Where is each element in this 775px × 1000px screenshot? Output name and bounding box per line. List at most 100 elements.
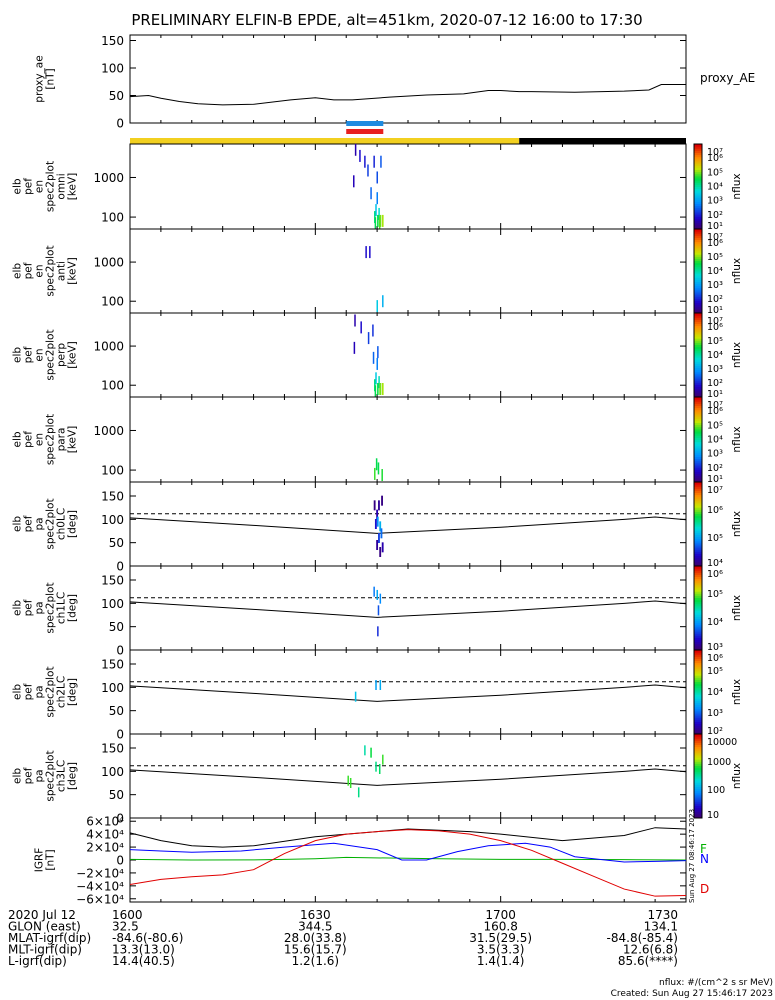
- ytick-label-ch3LC: 50: [109, 788, 124, 802]
- science-zone-marker: [346, 129, 384, 134]
- ylabel-perp: elb: [12, 347, 24, 363]
- colorbar-step: [694, 226, 702, 230]
- ylabel-ch1LC: elb: [12, 600, 24, 616]
- colorbar-step: [694, 675, 702, 678]
- colorbar-tick-ch1LC: 10⁵: [707, 589, 723, 600]
- colorbar-step: [694, 740, 702, 743]
- ephemeris-value: 1730: [647, 908, 678, 922]
- spectrogram-cell-perp: [376, 357, 378, 370]
- ytick-label-ch0LC: 50: [109, 536, 124, 550]
- colorbar-step: [694, 515, 702, 519]
- colorbar-step: [694, 794, 702, 798]
- colorbar-step: [694, 373, 702, 377]
- colorbar-step: [694, 526, 702, 529]
- spectrogram-cell-ch1LC: [376, 589, 378, 600]
- colorbar-tick-perp: 10²: [707, 378, 723, 389]
- colorbar-step: [694, 163, 702, 166]
- colorbar-step: [694, 216, 702, 219]
- colorbar-step: [694, 767, 702, 771]
- spectrogram-cell-omni: [376, 171, 378, 184]
- colorbar-step: [694, 201, 702, 204]
- colorbar-step: [694, 788, 702, 792]
- colorbar-step: [694, 683, 702, 687]
- spectrogram-cell-omni: [381, 214, 384, 227]
- colorbar-step: [694, 727, 702, 731]
- colorbar-tick-ch0LC: 10⁴: [707, 558, 723, 569]
- colorbar-step: [694, 582, 702, 586]
- colorbar-step: [694, 494, 702, 498]
- colorbar-label-omni: nflux: [731, 173, 743, 199]
- units-note: nflux: #/(cm^2 s sr MeV): [659, 978, 773, 988]
- colorbar-step: [694, 397, 702, 400]
- ytick-label-para: 100: [101, 464, 124, 478]
- colorbar-step: [694, 746, 702, 750]
- colorbar-step: [694, 394, 702, 398]
- colorbar-tick-para: 10⁵: [707, 420, 723, 431]
- colorbar-tick-perp: 10¹: [707, 389, 723, 400]
- ephemeris-label: MLT-igrf(dip): [8, 943, 82, 957]
- igrf-series-label: D: [700, 882, 709, 896]
- colorbar-step: [694, 605, 702, 609]
- colorbar-tick-omni: 10⁷: [707, 147, 723, 158]
- ephemeris-value: 344.5: [298, 920, 332, 934]
- ytick-label-perp: 100: [101, 379, 124, 393]
- ch3LC-frame: [129, 733, 687, 819]
- ytick-label-ch3LC: 100: [101, 765, 124, 779]
- ytick-label-para: 1000: [93, 424, 124, 438]
- colorbar-step: [694, 340, 702, 343]
- colorbar-step: [694, 738, 702, 741]
- ylabel-ch1LC: spec2plot: [45, 582, 57, 633]
- colorbar-step: [694, 576, 702, 580]
- ylabel-omni: en: [34, 180, 46, 193]
- colorbar-step: [694, 482, 702, 485]
- omni-frame: [129, 143, 687, 230]
- colorbar-step: [694, 409, 702, 413]
- colorbar-tick-anti: 10³: [707, 280, 723, 291]
- colorbar-step: [694, 805, 702, 808]
- colorbar-tick-para: 10⁴: [707, 435, 723, 446]
- colorbar-step: [694, 769, 702, 773]
- ylabel-ch3LC: pa: [34, 769, 46, 782]
- colorbar-step: [694, 420, 702, 423]
- colorbar-step: [694, 637, 702, 640]
- ephemeris-value: 1600: [112, 908, 143, 922]
- ylabel-perp: en: [34, 348, 46, 361]
- colorbar-step: [694, 752, 702, 756]
- colorbar-step: [694, 346, 702, 350]
- colorbar-step: [694, 719, 702, 722]
- ylabel-anti: spec2plot: [45, 245, 57, 296]
- colorbar-step: [694, 633, 702, 636]
- colorbar-step: [694, 803, 702, 806]
- ephemeris-value: 31.5(29.5): [469, 931, 532, 945]
- colorbar-tick-perp: 10⁷: [707, 316, 723, 327]
- colorbar-tick-para: 10¹: [707, 474, 723, 485]
- colorbar-step: [694, 553, 702, 556]
- colorbar-tick-anti: 10⁵: [707, 252, 723, 263]
- colorbar-step: [694, 608, 702, 611]
- colorbar-step: [694, 620, 702, 624]
- colorbar-step: [694, 763, 702, 766]
- ylabel-para: spec2plot: [45, 414, 57, 465]
- spectrogram-cell-anti: [376, 300, 378, 313]
- colorbar-step: [694, 498, 702, 502]
- colorbar-step: [694, 247, 702, 251]
- colorbar-step: [694, 414, 702, 417]
- colorbar-step: [694, 748, 702, 752]
- ytick-label-proxy_ae: 0: [116, 117, 124, 131]
- colorbar-tick-omni: 10³: [707, 196, 723, 207]
- colorbar-step: [694, 557, 702, 561]
- colorbar-step: [694, 258, 702, 261]
- loss-cone-line: [129, 516, 687, 534]
- ytick-label-ch2LC: 100: [101, 681, 124, 695]
- colorbar-step: [694, 654, 702, 657]
- colorbar-step: [694, 547, 702, 550]
- ylabel-ch2LC: elb: [12, 684, 24, 700]
- colorbar-step: [694, 386, 702, 390]
- ytick-label-igrf: 2×10⁴: [86, 841, 124, 855]
- colorbar-tick-perp: 10⁵: [707, 336, 723, 347]
- colorbar-step: [694, 241, 702, 245]
- ytick-label-ch1LC: 50: [109, 620, 124, 634]
- spectrogram-cell-omni: [364, 155, 366, 168]
- colorbar-step: [694, 587, 702, 590]
